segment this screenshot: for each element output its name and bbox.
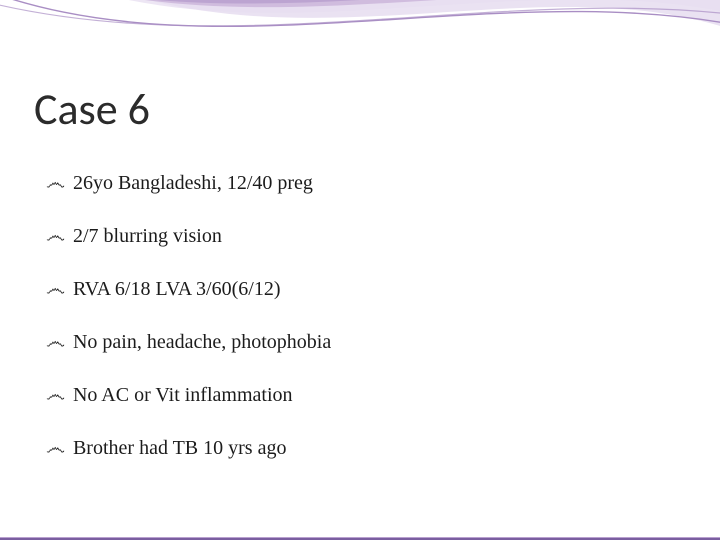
bullet-glyph-icon: ෴: [46, 331, 65, 354]
arc-fill-2: [0, 0, 720, 20]
bottom-accent: [0, 534, 720, 540]
bullet-text: 2/7 blurring vision: [73, 225, 222, 248]
arc-fill-3: [0, 0, 720, 4]
bullet-glyph-icon: ෴: [46, 437, 65, 460]
bullet-text: 26yo Bangladeshi, 12/40 preg: [73, 172, 313, 195]
bullet-text: Brother had TB 10 yrs ago: [73, 437, 287, 460]
list-item: ෴ Brother had TB 10 yrs ago: [46, 437, 666, 460]
list-item: ෴ 26yo Bangladeshi, 12/40 preg: [46, 172, 666, 195]
arc-line-2: [0, 0, 720, 26]
slide: Case 6 ෴ 26yo Bangladeshi, 12/40 preg ෴ …: [0, 0, 720, 540]
bullet-list: ෴ 26yo Bangladeshi, 12/40 preg ෴ 2/7 blu…: [46, 172, 666, 460]
list-item: ෴ No AC or Vit inflammation: [46, 384, 666, 407]
bullet-glyph-icon: ෴: [46, 225, 65, 248]
bullet-glyph-icon: ෴: [46, 384, 65, 407]
bullet-glyph-icon: ෴: [46, 172, 65, 195]
arc-fill-1: [0, 0, 720, 7]
list-item: ෴ No pain, headache, photophobia: [46, 331, 666, 354]
top-arc-decor: [0, 0, 720, 70]
bullet-text: RVA 6/18 LVA 3/60(6/12): [73, 278, 281, 301]
arc-line-1: [0, 0, 720, 30]
bullet-text: No pain, headache, photophobia: [73, 331, 331, 354]
slide-title: Case 6: [34, 86, 150, 132]
arc-fill-4: [0, 0, 720, 40]
bullet-glyph-icon: ෴: [46, 278, 65, 301]
list-item: ෴ RVA 6/18 LVA 3/60(6/12): [46, 278, 666, 301]
bullet-text: No AC or Vit inflammation: [73, 384, 293, 407]
list-item: ෴ 2/7 blurring vision: [46, 225, 666, 248]
